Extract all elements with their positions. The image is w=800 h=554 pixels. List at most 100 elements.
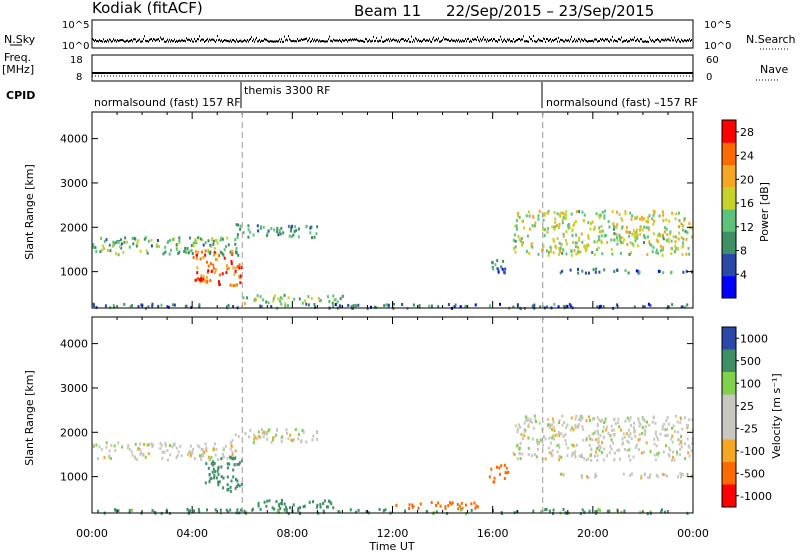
noise-sample [409, 40, 410, 43]
echo-cell [675, 414, 677, 418]
echo-cell [528, 251, 531, 255]
echo-cell [134, 456, 137, 460]
echo-cell [222, 486, 225, 490]
noise-sample [337, 39, 338, 42]
echo-cell [634, 236, 637, 240]
noise-sample [131, 38, 132, 41]
echo-cell [618, 213, 621, 216]
noise-sample [500, 35, 501, 38]
echo-cell [659, 234, 662, 238]
echo-cell [209, 477, 212, 481]
noise-sample [303, 38, 304, 41]
echo-cell [590, 458, 593, 462]
noise-sample [159, 40, 160, 43]
noise-sample [219, 38, 220, 41]
echo-cell [256, 437, 259, 441]
noise-sample [294, 40, 295, 43]
echo-cell [644, 425, 647, 429]
echo-cell [569, 428, 572, 432]
cpid-segment-2: themis 3300 RF [244, 84, 331, 97]
echo-cell [239, 281, 242, 285]
echo-cell [273, 228, 276, 232]
velocity-colorbar-label: Velocity [m s⁻¹] [770, 373, 783, 458]
noise-sample [308, 39, 309, 42]
echo-cell [202, 256, 205, 259]
noise-sample [160, 36, 161, 39]
noise-sample [554, 38, 555, 41]
echo-cell [555, 246, 558, 250]
echo-cell [577, 251, 580, 255]
echo-cell [670, 458, 673, 462]
echo-cell [514, 250, 517, 254]
echo-cell [570, 212, 573, 216]
noise-sample [531, 38, 532, 41]
noise-sample [657, 38, 658, 41]
echo-cell [641, 431, 644, 435]
echo-cell [518, 237, 521, 241]
echo-cell [229, 250, 232, 254]
echo-cell [558, 222, 561, 226]
echo-cell [662, 271, 665, 275]
x-tick-label: 16:00 [477, 527, 509, 540]
noise-sample [216, 39, 217, 42]
echo-cell [558, 458, 561, 462]
echo-cell [151, 304, 154, 308]
echo-cell [561, 414, 564, 418]
echo-cell [604, 209, 607, 213]
freq-traces [92, 72, 693, 77]
noise-sample [442, 38, 443, 41]
noise-sample [122, 38, 123, 41]
echo-cell [279, 296, 282, 300]
noise-sample [111, 40, 112, 43]
noise-sample [552, 39, 553, 42]
echo-cell [552, 239, 555, 243]
echo-cell [678, 442, 681, 446]
noise-sample [228, 40, 229, 43]
echo-cell [558, 226, 560, 230]
noise-sample [188, 38, 189, 41]
echo-cell [667, 422, 670, 426]
echo-cell [551, 453, 554, 457]
echo-cell [653, 437, 656, 441]
noise-sample [486, 40, 487, 43]
echo-cell [216, 469, 219, 473]
echo-cell [230, 252, 233, 256]
echo-cell [521, 437, 524, 440]
noise-sample [261, 39, 262, 42]
echo-cell [688, 222, 691, 226]
echo-cell [204, 279, 207, 283]
echo-cell [266, 233, 268, 237]
echo-cell [559, 249, 561, 253]
noise-sample [467, 38, 468, 41]
echo-cell [553, 429, 556, 433]
noise-sample [290, 39, 291, 42]
echo-cell [253, 433, 256, 437]
echo-cell [173, 442, 176, 446]
noise-sample [389, 40, 390, 43]
noise-sample [270, 40, 271, 43]
echo-cell [536, 441, 539, 445]
echo-cell [554, 220, 557, 224]
echo-cell [676, 450, 678, 454]
echo-cell [648, 423, 651, 427]
echo-cell [270, 305, 273, 308]
echo-cell [137, 305, 140, 308]
echo-cell [236, 236, 239, 240]
echo-cell [663, 422, 666, 426]
noise-sample [196, 40, 197, 43]
echo-cell [449, 501, 452, 505]
echo-cell [162, 252, 165, 256]
echo-cell [557, 252, 560, 256]
echo-cell [598, 444, 601, 448]
echo-cell [518, 447, 521, 450]
y-tick-label: 2000 [60, 426, 88, 439]
noise-sample [615, 39, 616, 42]
noise-sample [153, 38, 154, 41]
echo-cell [128, 508, 131, 512]
echo-cell [612, 225, 615, 228]
echo-cell [659, 244, 662, 248]
echo-cell [234, 283, 237, 287]
noise-sample [430, 40, 431, 43]
noise-sample [249, 38, 250, 41]
echo-cell [261, 431, 264, 435]
